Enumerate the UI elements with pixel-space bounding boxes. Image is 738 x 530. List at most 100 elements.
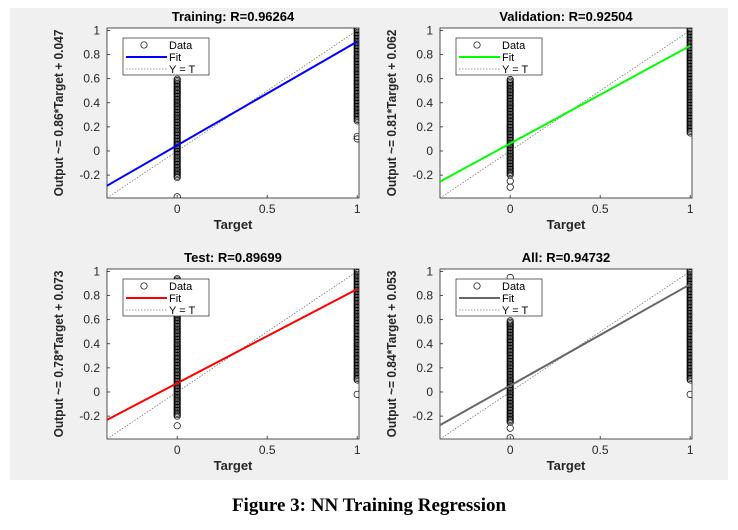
fit-line <box>440 44 691 183</box>
identity-line <box>440 269 692 439</box>
y-tick-label: 0.6 <box>416 72 433 86</box>
data-point <box>506 424 514 432</box>
figure-caption: Figure 3: NN Training Regression <box>232 495 507 516</box>
x-tick-label: 0 <box>507 202 514 216</box>
panel-title: Validation: R=0.92504 <box>499 9 633 24</box>
x-tick-label: 1 <box>354 202 361 216</box>
x-axis-label: Target <box>547 217 586 232</box>
panel-title: Training: R=0.96264 <box>172 9 295 24</box>
data-point <box>173 75 181 83</box>
data-point <box>173 193 181 198</box>
data-point <box>686 28 692 33</box>
y-tick-label: 1 <box>93 264 100 278</box>
legend-entry: Data <box>502 40 526 52</box>
y-axis-label: Output ~= 0.84*Target + 0.053 <box>385 271 400 438</box>
y-tick-label: 0 <box>426 385 433 399</box>
legend-entry: Y = T <box>169 64 195 76</box>
data-point <box>353 390 359 398</box>
y-tick-label: 0.8 <box>416 48 433 62</box>
legend-data-marker <box>473 41 481 49</box>
fit-line <box>440 283 691 426</box>
legend-entry: Fit <box>502 293 514 305</box>
identity-line <box>107 28 359 198</box>
y-tick-label: 0.8 <box>83 289 100 303</box>
legend-entry: Data <box>502 281 526 293</box>
data-point <box>506 317 514 325</box>
y-tick-label: -0.2 <box>79 168 100 182</box>
legend-entry: Fit <box>169 52 181 64</box>
data-point <box>353 135 359 143</box>
y-tick-label: 0.4 <box>416 96 433 110</box>
x-tick-label: 0 <box>507 443 514 457</box>
legend-data-marker <box>473 282 481 290</box>
fit-line <box>107 40 358 187</box>
plot-content <box>440 28 692 198</box>
y-tick-label: -0.2 <box>412 409 433 423</box>
data-point <box>686 269 692 274</box>
identity-line <box>107 269 359 439</box>
y-tick-label: -0.2 <box>412 168 433 182</box>
x-tick-label: 0.5 <box>592 202 609 216</box>
y-tick-label: 0 <box>93 385 100 399</box>
data-point <box>506 76 514 84</box>
x-tick-label: 0 <box>174 202 181 216</box>
y-tick-label: 0 <box>426 144 433 158</box>
plot-content <box>107 28 359 198</box>
y-axis-label: Output ~= 0.78*Target + 0.073 <box>52 271 67 438</box>
y-tick-label: 0.4 <box>83 337 100 351</box>
y-tick-label: 1 <box>93 23 100 37</box>
panel-title: Test: R=0.89699 <box>184 250 282 265</box>
y-tick-label: 0 <box>93 144 100 158</box>
data-point <box>353 132 359 141</box>
x-tick-label: 0.5 <box>259 202 276 216</box>
regression-panel: 0 0.5 1 -0.2 0 0.2 0.4 0.6 0.8 1 All: R=0.94732 Tar… <box>385 250 694 473</box>
legend-entry: Data <box>169 40 193 52</box>
data-point <box>506 183 514 191</box>
y-tick-label: 0.6 <box>83 72 100 86</box>
legend-data-marker <box>140 41 148 49</box>
legend-entry: Fit <box>502 52 514 64</box>
identity-line <box>440 28 692 198</box>
x-axis-label: Target <box>214 217 253 232</box>
y-tick-label: 0.4 <box>416 337 433 351</box>
legend-entry: Data <box>169 281 193 293</box>
y-tick-label: 1 <box>426 264 433 278</box>
legend-entry: Y = T <box>502 64 528 76</box>
x-tick-label: 1 <box>354 443 361 457</box>
data-point <box>173 422 181 430</box>
y-tick-label: 1 <box>426 23 433 37</box>
y-tick-label: 0.2 <box>83 361 100 375</box>
y-tick-label: -0.2 <box>79 409 100 423</box>
regression-panel: 0 0.5 1 -0.2 0 0.2 0.4 0.6 0.8 1 Training: R=0.962… <box>52 9 361 232</box>
panel-title: All: R=0.94732 <box>522 250 611 265</box>
legend-entry: Y = T <box>502 305 528 317</box>
regression-panel: 0 0.5 1 -0.2 0 0.2 0.4 0.6 0.8 1 Test: R=0.89699 Ta… <box>52 250 361 473</box>
data-point <box>506 434 514 439</box>
legend-entry: Y = T <box>169 305 195 317</box>
y-tick-label: 0.8 <box>416 289 433 303</box>
y-tick-label: 0.8 <box>83 48 100 62</box>
x-tick-label: 0 <box>174 443 181 457</box>
data-point <box>353 269 359 274</box>
y-tick-label: 0.2 <box>416 120 433 134</box>
legend-entry: Fit <box>169 293 181 305</box>
y-axis-label: Output ~= 0.86*Target + 0.047 <box>52 30 67 197</box>
x-axis-label: Target <box>547 458 586 473</box>
data-point <box>506 177 514 185</box>
data-point <box>353 28 359 32</box>
y-tick-label: 0.2 <box>83 120 100 134</box>
x-tick-label: 1 <box>687 202 694 216</box>
y-tick-label: 0.6 <box>416 313 433 327</box>
y-tick-label: 0.2 <box>416 361 433 375</box>
x-tick-label: 1 <box>687 443 694 457</box>
regression-panel: 0 0.5 1 -0.2 0 0.2 0.4 0.6 0.8 1 Validation: R=0.9… <box>385 9 694 232</box>
y-tick-label: 0.6 <box>83 313 100 327</box>
y-tick-label: 0.4 <box>83 96 100 110</box>
data-point <box>686 390 692 398</box>
fit-line <box>107 288 358 421</box>
